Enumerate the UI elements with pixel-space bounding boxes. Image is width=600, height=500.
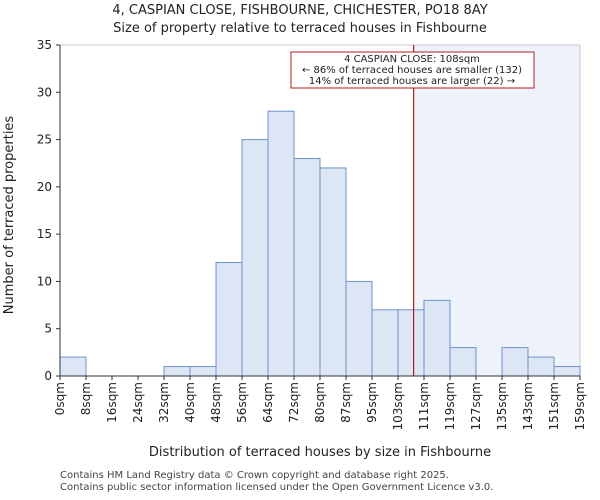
y-tick-label: 10 (37, 274, 52, 288)
x-tick-label: 87sqm (339, 382, 353, 423)
x-tick-label: 135sqm (495, 382, 509, 430)
histogram-bar (267, 110, 295, 377)
x-tick-label: 16sqm (105, 382, 119, 423)
x-tick-label: 127sqm (469, 382, 483, 430)
x-tick-label: 159sqm (573, 382, 587, 430)
histogram-bar (397, 309, 425, 377)
annotation-line-1: 4 CASPIAN CLOSE: 108sqm (344, 54, 480, 65)
x-tick-label: 80sqm (313, 382, 327, 423)
x-tick-label: 32sqm (157, 382, 171, 423)
x-tick-label: 48sqm (209, 382, 223, 423)
histogram-bar (319, 167, 347, 377)
annotation-line-2: ← 86% of terraced houses are smaller (13… (302, 65, 522, 76)
x-tick-label: 111sqm (417, 382, 431, 430)
histogram-bar (501, 347, 529, 377)
histogram-bar (163, 366, 191, 377)
footer: Contains HM Land Registry data © Crown c… (60, 470, 493, 494)
title-line-2: Size of property relative to terraced ho… (113, 21, 487, 36)
x-tick-label: 95sqm (365, 382, 379, 423)
x-tick-label: 0sqm (53, 382, 67, 415)
histogram-bar (59, 356, 87, 377)
x-tick-label: 103sqm (391, 382, 405, 430)
x-tick-label: 143sqm (521, 382, 535, 430)
histogram-bar (423, 299, 451, 377)
x-tick-label: 72sqm (287, 382, 301, 423)
x-tick-label: 40sqm (183, 382, 197, 423)
y-tick-label: 5 (44, 322, 52, 336)
chart-title: 4, CASPIAN CLOSE, FISHBOURNE, CHICHESTER… (0, 2, 600, 38)
x-axis-label: Distribution of terraced houses by size … (149, 445, 491, 460)
histogram-bar (345, 280, 373, 377)
y-tick-label: 30 (37, 85, 52, 99)
x-tick-label: 8sqm (79, 382, 93, 415)
x-tick-label: 24sqm (131, 382, 145, 423)
annotation-box: 4 CASPIAN CLOSE: 108sqm ← 86% of terrace… (290, 51, 535, 89)
y-tick-label: 20 (37, 180, 52, 194)
x-tick-label: 119sqm (443, 382, 457, 430)
y-tick-label: 35 (37, 38, 52, 52)
histogram-bar (527, 356, 555, 377)
histogram-bar (449, 347, 477, 377)
y-axis-label: Number of terraced properties (2, 116, 17, 315)
histogram-bar (215, 262, 243, 377)
histogram-bar (371, 309, 399, 377)
y-tick-label: 15 (37, 227, 52, 241)
x-tick-label: 151sqm (547, 382, 561, 430)
histogram-bar (241, 139, 269, 377)
x-tick-label: 64sqm (261, 382, 275, 423)
title-line-1: 4, CASPIAN CLOSE, FISHBOURNE, CHICHESTER… (112, 3, 488, 18)
histogram-bar (293, 157, 321, 377)
histogram-bar (189, 366, 217, 377)
y-tick-label: 0 (44, 369, 52, 383)
x-tick-label: 56sqm (235, 382, 249, 423)
annotation-line-3: 14% of terraced houses are larger (22) → (309, 76, 515, 87)
footer-line-1: Contains HM Land Registry data © Crown c… (60, 470, 449, 481)
footer-line-2: Contains public sector information licen… (60, 482, 494, 493)
histogram-bar (553, 366, 581, 377)
y-tick-label: 25 (37, 133, 52, 147)
